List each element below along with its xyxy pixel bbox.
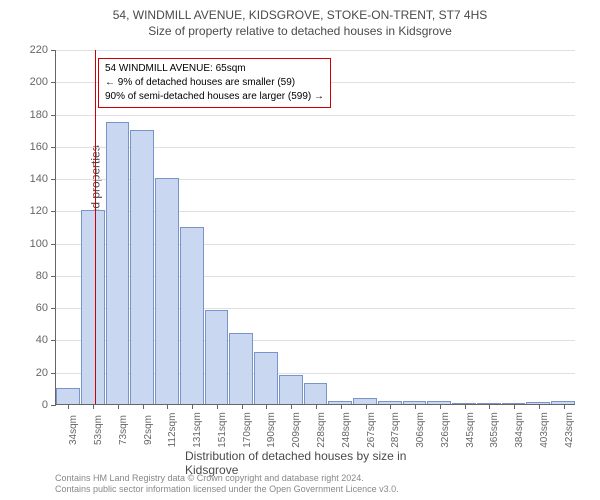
y-tick-label: 180 — [30, 109, 48, 121]
histogram-bar — [205, 310, 229, 404]
histogram-bar — [106, 122, 130, 404]
y-tick-label: 0 — [42, 399, 48, 411]
x-tick-label: 287sqm — [390, 412, 401, 448]
histogram-bar — [180, 227, 204, 405]
x-tick-mark — [68, 404, 69, 409]
y-tick-label: 80 — [36, 270, 48, 282]
histogram-bar — [304, 383, 328, 404]
callout-line: 90% of semi-detached houses are larger (… — [105, 90, 324, 104]
x-tick-label: 326sqm — [440, 412, 451, 448]
chart-subtitle: Size of property relative to detached ho… — [0, 22, 600, 38]
histogram-bar — [130, 130, 154, 404]
x-tick-mark — [167, 404, 168, 409]
x-tick-label: 248sqm — [341, 412, 352, 448]
plot-area: 02040608010012014016018020022034sqm53sqm… — [55, 50, 575, 405]
x-tick-mark — [341, 404, 342, 409]
gridline — [56, 115, 575, 116]
x-tick-label: 403sqm — [539, 412, 550, 448]
histogram-bar — [452, 403, 476, 404]
callout-line: ← 9% of detached houses are smaller (59) — [105, 76, 324, 90]
histogram-bar — [502, 403, 526, 404]
x-tick-mark — [192, 404, 193, 409]
histogram-bar — [81, 210, 105, 404]
copyright-text: Contains HM Land Registry data © Crown c… — [55, 473, 399, 496]
histogram-bar — [56, 388, 80, 404]
x-tick-label: 423sqm — [564, 412, 575, 448]
x-tick-mark — [366, 404, 367, 409]
histogram-bar — [526, 402, 550, 404]
x-tick-mark — [440, 404, 441, 409]
histogram-bar — [403, 401, 427, 404]
histogram-bar — [427, 401, 451, 404]
histogram-bar — [229, 333, 253, 404]
callout-line: 54 WINDMILL AVENUE: 65sqm — [105, 62, 324, 76]
y-tick-label: 200 — [30, 76, 48, 88]
gridline — [56, 50, 575, 51]
x-tick-label: 267sqm — [366, 412, 377, 448]
property-marker-line — [95, 50, 96, 404]
x-tick-mark — [415, 404, 416, 409]
x-tick-mark — [489, 404, 490, 409]
x-tick-label: 73sqm — [118, 415, 129, 445]
x-tick-label: 92sqm — [143, 415, 154, 445]
x-tick-label: 384sqm — [514, 412, 525, 448]
y-tick-label: 140 — [30, 173, 48, 185]
y-tick-label: 60 — [36, 302, 48, 314]
x-tick-label: 345sqm — [465, 412, 476, 448]
callout-box: 54 WINDMILL AVENUE: 65sqm← 9% of detache… — [98, 58, 331, 108]
y-tick-label: 160 — [30, 141, 48, 153]
histogram-bar — [328, 401, 352, 404]
x-tick-label: 365sqm — [489, 412, 500, 448]
x-tick-label: 131sqm — [192, 412, 203, 448]
x-tick-label: 151sqm — [217, 412, 228, 448]
x-tick-mark — [143, 404, 144, 409]
y-tick-label: 120 — [30, 205, 48, 217]
chart-title: 54, WINDMILL AVENUE, KIDSGROVE, STOKE-ON… — [0, 0, 600, 22]
x-tick-mark — [118, 404, 119, 409]
x-tick-mark — [539, 404, 540, 409]
x-tick-mark — [390, 404, 391, 409]
x-tick-mark — [514, 404, 515, 409]
chart-area: Number of detached properties 0204060801… — [55, 50, 575, 405]
x-tick-label: 53sqm — [93, 415, 104, 445]
x-tick-mark — [291, 404, 292, 409]
histogram-bar — [378, 401, 402, 404]
x-tick-label: 190sqm — [266, 412, 277, 448]
y-tick-label: 220 — [30, 44, 48, 56]
x-tick-label: 306sqm — [415, 412, 426, 448]
x-tick-mark — [242, 404, 243, 409]
y-tick-mark — [51, 405, 56, 406]
histogram-bar — [254, 352, 278, 404]
x-tick-label: 209sqm — [291, 412, 302, 448]
x-tick-mark — [93, 404, 94, 409]
x-tick-mark — [316, 404, 317, 409]
histogram-bar — [477, 403, 501, 404]
histogram-bar — [353, 398, 377, 404]
x-tick-label: 34sqm — [68, 415, 79, 445]
x-tick-label: 228sqm — [316, 412, 327, 448]
x-tick-label: 170sqm — [242, 412, 253, 448]
x-tick-mark — [217, 404, 218, 409]
x-tick-mark — [564, 404, 565, 409]
histogram-bar — [551, 401, 575, 404]
y-tick-label: 20 — [36, 367, 48, 379]
x-tick-label: 112sqm — [167, 413, 178, 448]
histogram-bar — [279, 375, 303, 404]
y-tick-label: 40 — [36, 334, 48, 346]
y-tick-label: 100 — [30, 238, 48, 250]
x-tick-mark — [266, 404, 267, 409]
x-tick-mark — [465, 404, 466, 409]
histogram-bar — [155, 178, 179, 404]
